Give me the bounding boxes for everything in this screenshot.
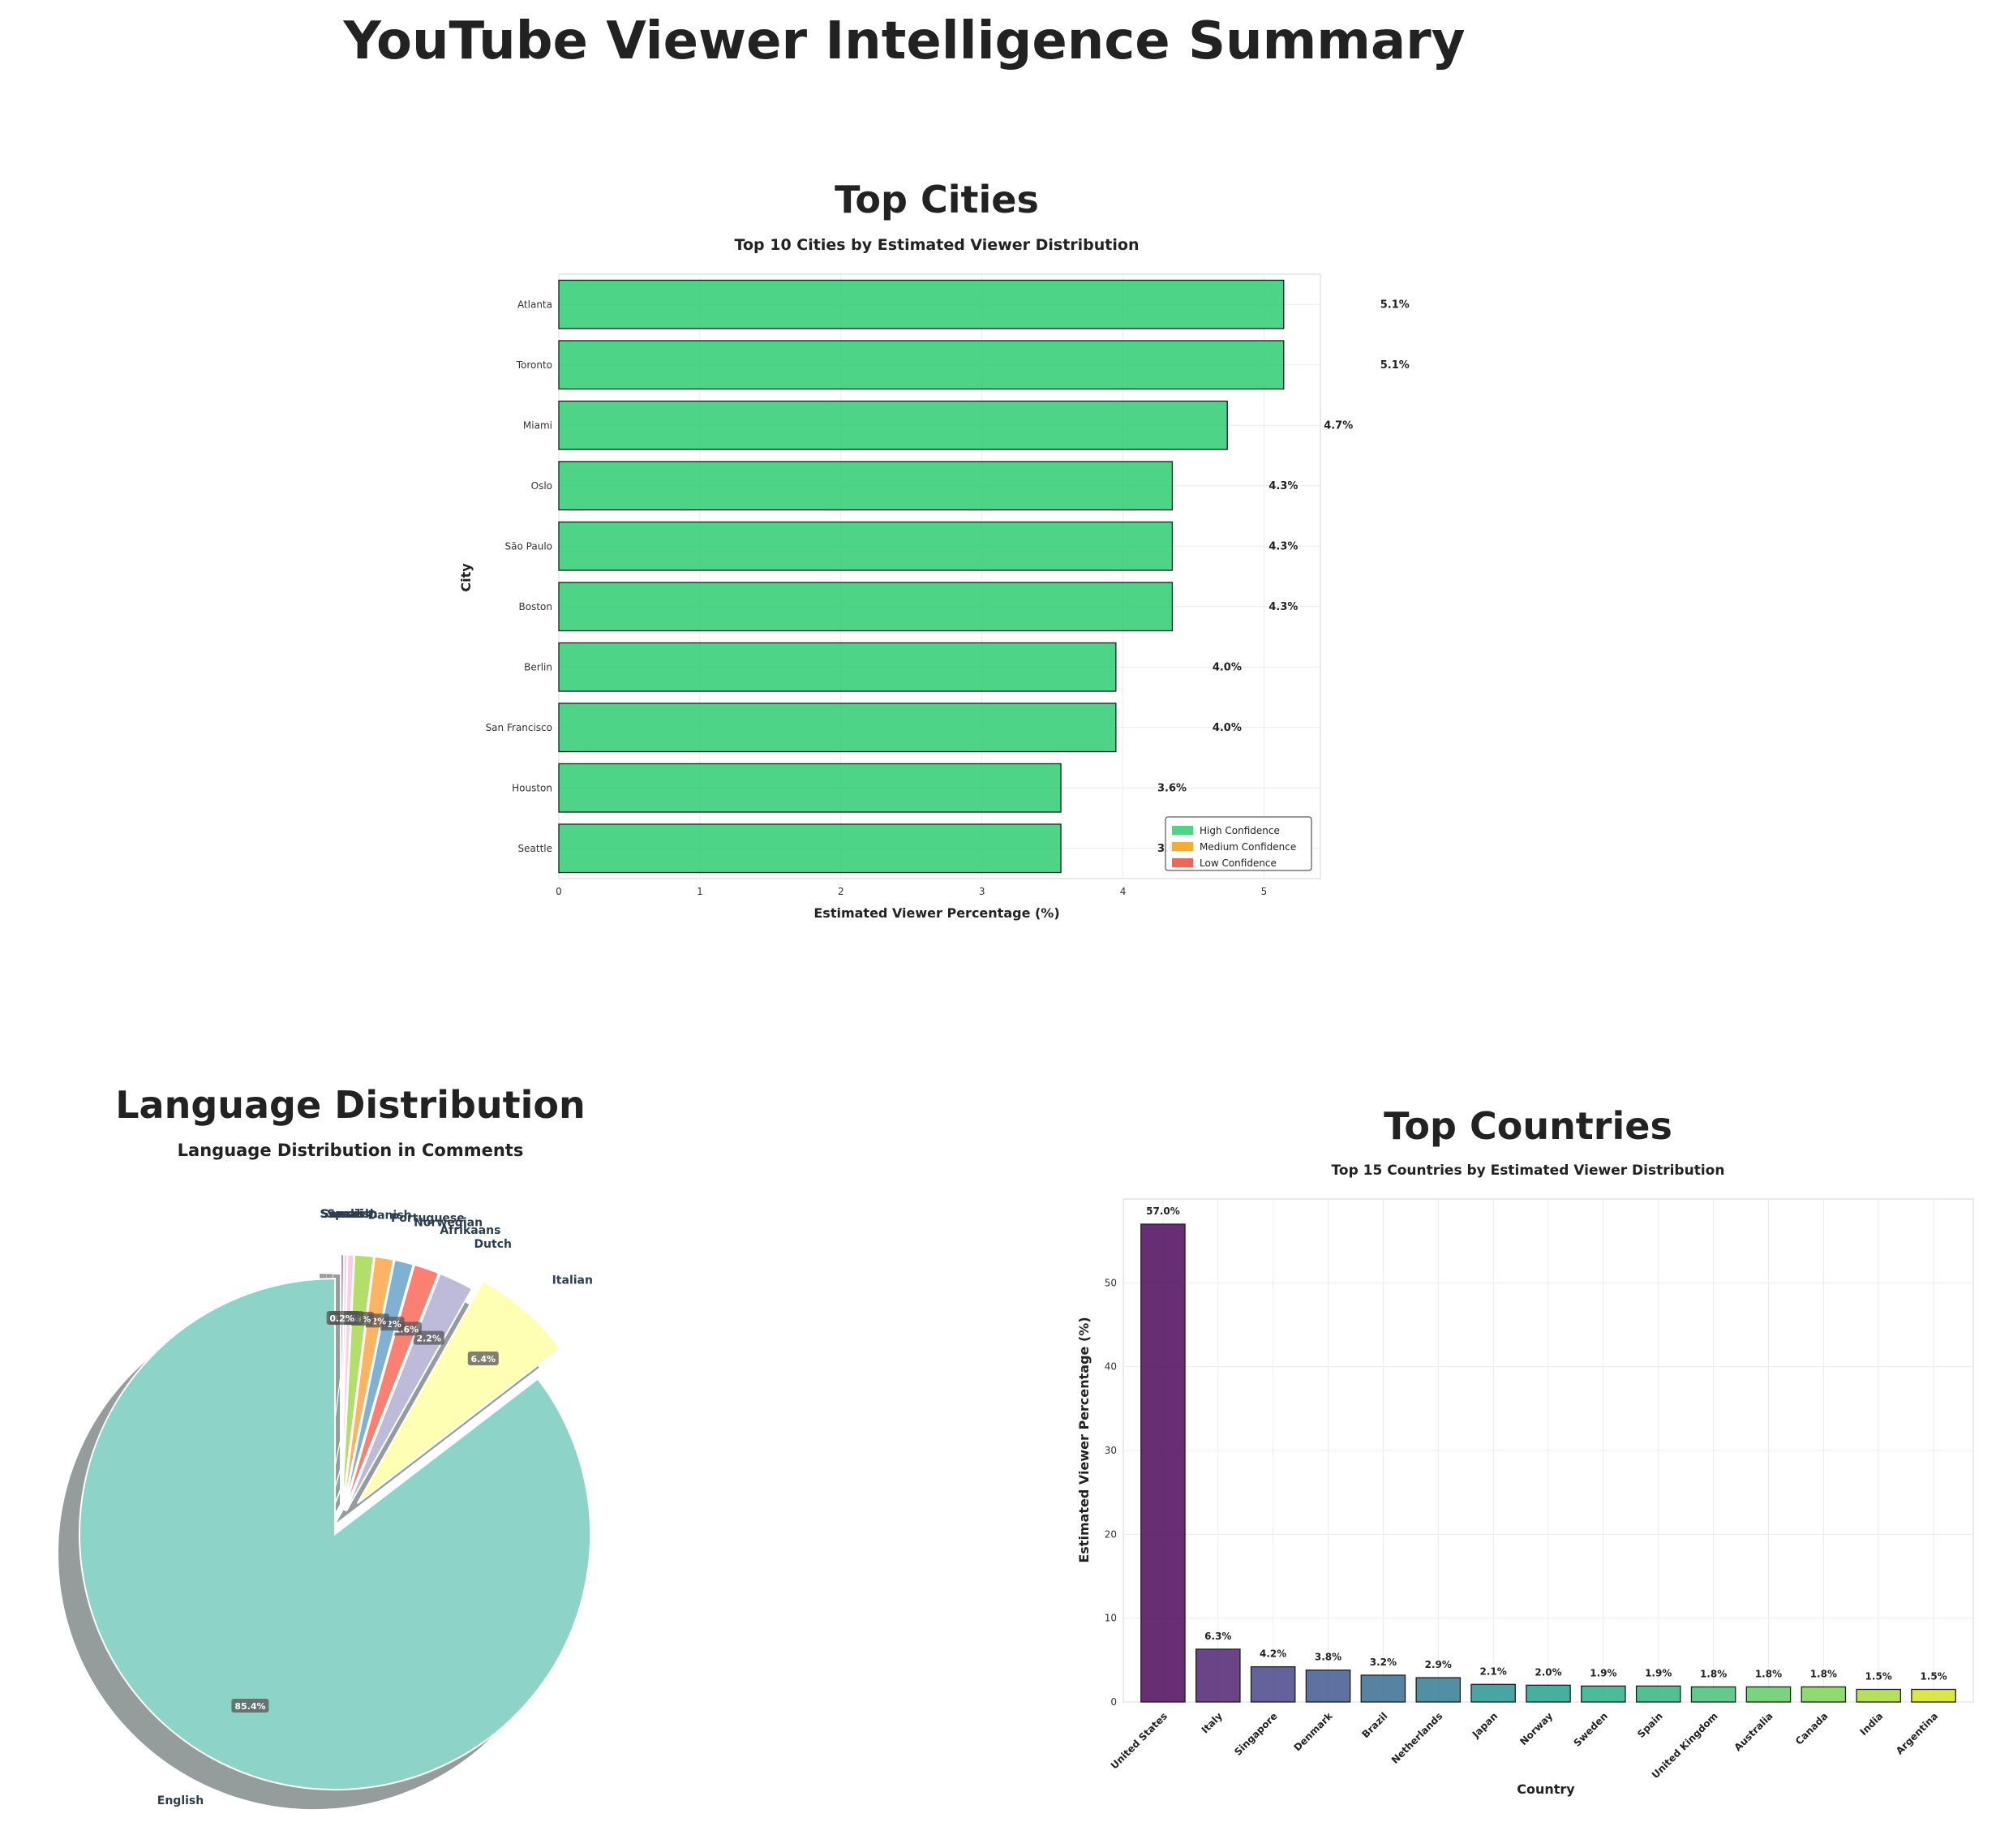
legend-label: Medium Confidence bbox=[1200, 841, 1296, 853]
city-bar bbox=[558, 461, 1174, 511]
city-bar bbox=[558, 703, 1117, 753]
city-tick-label: São Paulo bbox=[505, 540, 552, 552]
city-value-label: 4.0% bbox=[1213, 722, 1242, 734]
city-value-label: 3.6% bbox=[1157, 782, 1187, 794]
city-bar bbox=[558, 582, 1174, 632]
city-tick-label: Berlin bbox=[524, 661, 552, 673]
city-tick-label: Boston bbox=[519, 601, 552, 612]
city-value-label: 4.7% bbox=[1324, 419, 1353, 432]
city-tick-label: San Francisco bbox=[486, 722, 552, 733]
cities-x-tick-label: 4 bbox=[1120, 886, 1127, 897]
cities-x-tick-label: 5 bbox=[1261, 886, 1268, 897]
cities-x-tick-label: 2 bbox=[838, 886, 844, 897]
legend-label: Low Confidence bbox=[1200, 857, 1277, 869]
city-bar bbox=[558, 763, 1062, 813]
cities-x-tick-label: 1 bbox=[697, 886, 703, 897]
legend-swatch bbox=[1172, 842, 1193, 851]
city-bar bbox=[558, 279, 1285, 329]
city-tick-label: Houston bbox=[512, 782, 552, 793]
city-value-label: 4.3% bbox=[1268, 601, 1298, 613]
city-bar bbox=[558, 642, 1117, 692]
legend-swatch bbox=[1172, 858, 1193, 867]
city-tick-label: Miami bbox=[523, 419, 552, 431]
city-tick-label: Oslo bbox=[531, 480, 552, 492]
cities-legend-box bbox=[1165, 816, 1312, 871]
page-title: YouTube Viewer Intelligence Summary bbox=[343, 11, 1466, 71]
city-bar bbox=[558, 400, 1228, 450]
city-value-label: 4.0% bbox=[1213, 661, 1242, 673]
city-value-label: 4.3% bbox=[1268, 540, 1298, 552]
cities-panel-title: Top Cities bbox=[835, 178, 1039, 221]
legend-swatch bbox=[1172, 826, 1193, 835]
cities-y-axis-label: City bbox=[458, 563, 474, 592]
city-value-label: 4.3% bbox=[1268, 480, 1298, 492]
city-tick-label: Seattle bbox=[518, 843, 552, 854]
legend-label: High Confidence bbox=[1200, 825, 1280, 836]
city-bar bbox=[558, 823, 1062, 874]
city-tick-label: Toronto bbox=[516, 359, 552, 371]
city-value-label: 5.1% bbox=[1380, 299, 1410, 311]
city-tick-label: Atlanta bbox=[517, 299, 552, 310]
cities-chart-title: Top 10 Cities by Estimated Viewer Distri… bbox=[735, 236, 1140, 254]
cities-x-axis-label: Estimated Viewer Percentage (%) bbox=[813, 905, 1059, 921]
cities-x-tick-label: 3 bbox=[979, 886, 985, 897]
cities-legend: High Confidence Medium Confidence Low Conf… bbox=[1165, 816, 1312, 871]
cities-x-tick-label: 0 bbox=[556, 886, 562, 897]
city-bar bbox=[558, 521, 1174, 571]
city-value-label: 5.1% bbox=[1380, 359, 1410, 372]
city-bar bbox=[558, 340, 1285, 390]
